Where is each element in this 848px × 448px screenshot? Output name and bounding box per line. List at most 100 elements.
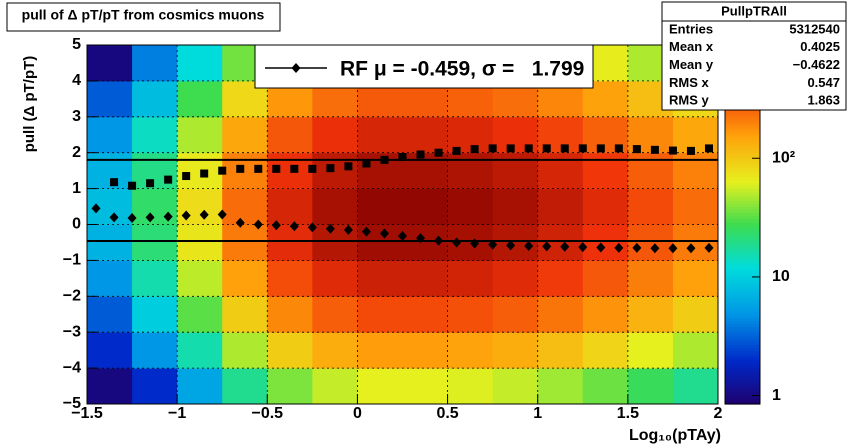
heat-cell: [582, 188, 629, 225]
diamond-marker: [379, 228, 389, 239]
heat-cell: [357, 188, 403, 225]
heat-cell: [267, 116, 313, 154]
colorbar-segment: [725, 143, 760, 148]
square-marker: [632, 145, 641, 154]
square-marker: [128, 181, 137, 190]
x-tick-label: 1.5: [617, 405, 639, 422]
colorbar-segment: [725, 164, 760, 169]
heat-cell: [222, 332, 268, 369]
heat-cell: [672, 368, 719, 405]
diamond-marker: [668, 243, 678, 254]
diamond-marker: [145, 212, 155, 223]
heat-cell: [402, 116, 449, 154]
diamond-marker: [199, 209, 209, 220]
diamond-marker: [361, 226, 371, 237]
colorbar-segment: [725, 302, 760, 306]
colorbar-segment: [725, 203, 760, 208]
heat-cell: [672, 260, 719, 297]
colorbar-segment: [725, 281, 760, 285]
heat-cell: [627, 368, 674, 405]
square-marker: [668, 146, 677, 155]
heat-cell: [132, 224, 178, 261]
diamond-marker: [253, 219, 263, 230]
diamond-marker: [91, 203, 101, 214]
colorbar-segment: [725, 401, 760, 405]
diamond-marker: [560, 241, 570, 252]
y-tick-label: 2: [72, 144, 81, 161]
colorbar-segment: [725, 206, 760, 211]
heat-cell: [312, 188, 358, 225]
heat-cell: [267, 224, 313, 261]
heat-cell: [402, 188, 449, 225]
square-marker: [524, 144, 533, 153]
heat-cell: [132, 116, 178, 154]
heat-cell: [222, 368, 268, 405]
colorbar-segment: [725, 236, 760, 241]
heat-cell: [267, 188, 313, 225]
square-marker: [686, 146, 695, 155]
heat-cell: [267, 260, 313, 297]
heat-cell: [447, 188, 494, 225]
heat-cell: [357, 368, 403, 405]
stats-label: RMS x: [669, 75, 710, 90]
diamond-marker: [127, 213, 137, 224]
colorbar-segment: [725, 200, 760, 205]
diamond-marker: [235, 217, 245, 228]
colorbar-segment: [725, 287, 760, 291]
diamond-marker: [163, 211, 173, 222]
colorbar-segment: [725, 383, 760, 387]
heat-cell: [447, 332, 494, 369]
stats-label: RMS y: [669, 93, 710, 108]
y-tick-label: −3: [63, 323, 81, 340]
colorbar-segment: [725, 323, 760, 327]
heat-cell: [402, 296, 449, 333]
heat-cell: [177, 116, 223, 154]
colorbar-segment: [725, 275, 760, 279]
x-tick-label: 2: [714, 405, 723, 422]
square-marker: [596, 144, 605, 153]
x-tick-label: 0.5: [436, 405, 458, 422]
heat-cell: [87, 296, 133, 333]
heat-cell: [132, 296, 178, 333]
heat-cell: [312, 116, 358, 154]
heat-cell: [357, 260, 403, 297]
y-tick-label: −4: [63, 359, 81, 376]
heat-cell: [582, 260, 629, 297]
heat-cell: [312, 332, 358, 369]
colorbar-segment: [725, 344, 760, 348]
heat-cell: [537, 152, 584, 190]
colorbar-segment: [725, 125, 760, 130]
stats-label: Mean y: [669, 57, 714, 72]
diamond-marker: [325, 223, 335, 234]
colorbar-segment: [725, 338, 760, 342]
heat-cell: [132, 188, 178, 225]
heat-cell: [672, 296, 719, 333]
heat-cell: [87, 368, 133, 405]
square-marker: [182, 172, 191, 181]
heat-cell: [177, 45, 223, 82]
colorbar-segment: [725, 293, 760, 297]
colorbar-segment: [725, 218, 760, 223]
diamond-marker: [632, 242, 642, 253]
y-tick-label: 5: [72, 36, 81, 53]
heat-cell: [132, 368, 178, 405]
stats-box: [661, 1, 847, 111]
heat-cell: [357, 296, 403, 333]
colorbar-segment: [725, 116, 760, 121]
square-marker: [218, 166, 227, 175]
square-marker: [704, 144, 713, 153]
colorbar-segment: [725, 191, 760, 196]
stats-value: −0.4622: [793, 57, 840, 72]
colorbar-segment: [725, 272, 760, 276]
heat-cell: [537, 368, 584, 405]
colorbar-segment: [725, 290, 760, 294]
colorbar-segment: [725, 167, 760, 172]
square-marker: [254, 164, 263, 173]
heat-cell: [492, 368, 539, 405]
heat-cell: [132, 332, 178, 369]
colorbar-segment: [725, 239, 760, 244]
colorbar-segment: [725, 155, 760, 160]
colorbar-segment: [725, 170, 760, 175]
square-marker: [326, 164, 335, 173]
heat-cell: [402, 368, 449, 405]
